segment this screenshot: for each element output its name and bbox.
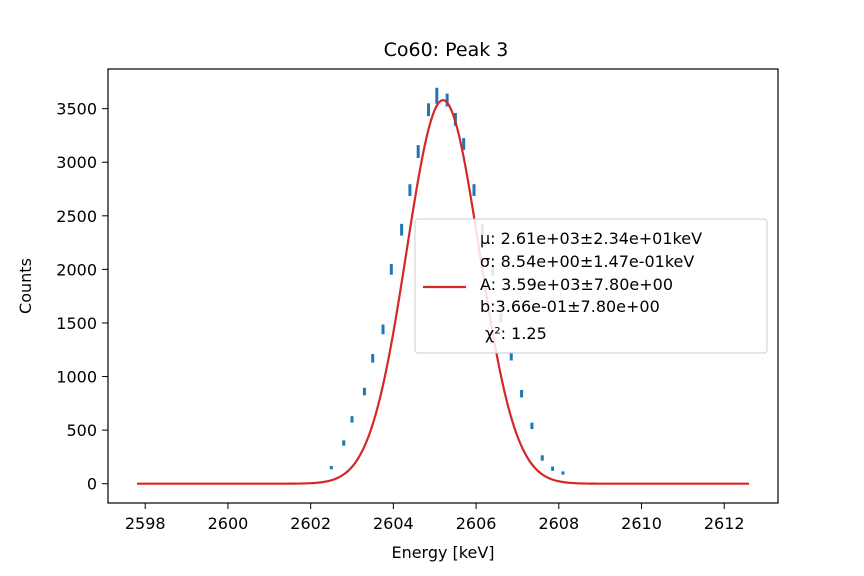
y-tick-label: 500	[66, 421, 97, 440]
x-tick-label: 2602	[290, 514, 331, 533]
y-axis-ticks: 0 500 1000 1500 2000 2500 3000 3500	[56, 100, 108, 494]
x-tick-label: 2600	[208, 514, 249, 533]
legend-amplitude: A: 3.59e+03±7.80e+00	[480, 275, 673, 294]
x-axis-label: Energy [keV]	[391, 543, 494, 562]
legend-background: b:3.66e-01±7.80e+00	[480, 297, 660, 316]
legend-box	[414, 218, 768, 354]
y-tick-label: 2500	[56, 207, 97, 226]
legend-mu: μ: 2.61e+03±2.34e+01keV	[480, 229, 702, 248]
y-tick-label: 1500	[56, 314, 97, 333]
legend-sigma: σ: 8.54e+00±1.47e-01keV	[480, 252, 694, 271]
plot-frame	[107, 68, 779, 504]
legend-chi-squared: χ²: 1.25	[485, 324, 547, 343]
x-tick-label: 2606	[456, 514, 497, 533]
y-tick-label: 3500	[56, 100, 97, 119]
x-axis-ticks: 2598 2600 2602 2604 2606 2608 2610 2612	[125, 503, 745, 533]
x-tick-label: 2598	[125, 514, 166, 533]
x-tick-label: 2608	[538, 514, 579, 533]
y-tick-label: 2000	[56, 260, 97, 279]
y-tick-label: 0	[87, 475, 97, 494]
y-axis-label: Counts	[16, 258, 35, 314]
legend: μ: 2.61e+03±2.34e+01keV σ: 8.54e+00±1.47…	[414, 218, 768, 354]
y-tick-label: 1000	[56, 368, 97, 387]
x-tick-label: 2604	[373, 514, 414, 533]
x-tick-label: 2612	[704, 514, 745, 533]
chart-title: Co60: Peak 3	[384, 39, 509, 61]
fit-curve	[136, 98, 750, 485]
y-tick-label: 3000	[56, 153, 97, 172]
x-tick-label: 2610	[621, 514, 662, 533]
